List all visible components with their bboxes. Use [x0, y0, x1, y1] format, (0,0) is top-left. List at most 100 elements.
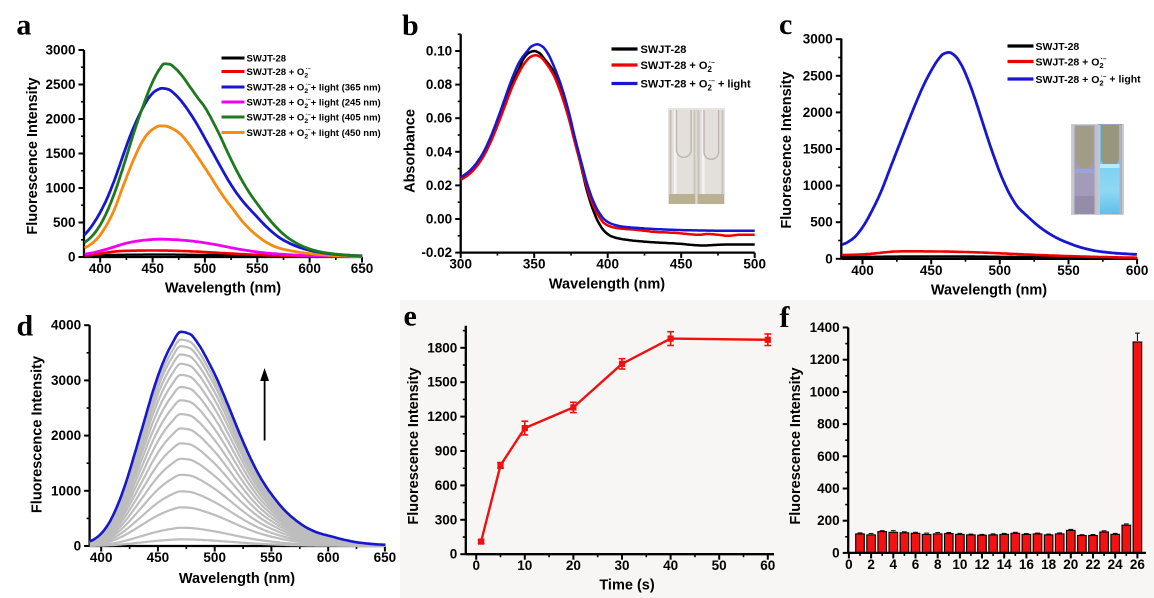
svg-text:2500: 2500: [45, 77, 75, 92]
svg-text:450: 450: [147, 550, 170, 565]
svg-text:Wavelength (nm): Wavelength (nm): [549, 277, 665, 293]
svg-text:500: 500: [810, 215, 833, 230]
svg-text:0.10: 0.10: [426, 44, 452, 59]
svg-text:1200: 1200: [810, 352, 840, 367]
svg-text:40: 40: [663, 558, 678, 573]
svg-text:600: 600: [435, 478, 458, 493]
svg-text:600: 600: [1126, 263, 1149, 278]
svg-text:1500: 1500: [427, 375, 457, 390]
svg-text:3000: 3000: [45, 43, 75, 58]
svg-text:0: 0: [74, 539, 82, 554]
svg-text:0.08: 0.08: [426, 77, 453, 92]
svg-text:450: 450: [141, 261, 164, 276]
svg-text:0.06: 0.06: [426, 111, 453, 126]
svg-text:SWJT-28 + O2·–+ light (365 nm): SWJT-28 + O2·–+ light (365 nm): [247, 82, 381, 95]
svg-text:3000: 3000: [51, 373, 81, 388]
svg-text:d: d: [17, 310, 34, 343]
svg-text:Absorbance: Absorbance: [403, 109, 419, 193]
svg-text:4000: 4000: [51, 318, 81, 333]
svg-text:f: f: [780, 301, 791, 334]
svg-text:650: 650: [374, 550, 397, 565]
svg-text:400: 400: [89, 261, 112, 276]
svg-text:20: 20: [1063, 557, 1078, 572]
svg-text:SWJT-28 + O2·–: SWJT-28 + O2·–: [247, 67, 312, 80]
svg-text:600: 600: [317, 550, 340, 565]
svg-text:Fluorescence Intensity: Fluorescence Intensity: [25, 77, 41, 234]
svg-text:1400: 1400: [810, 320, 840, 335]
svg-text:Wavelength (nm): Wavelength (nm): [179, 571, 295, 587]
svg-text:1800: 1800: [427, 340, 457, 355]
svg-text:Fluorescence Intensity: Fluorescence Intensity: [788, 367, 804, 524]
svg-text:0.02: 0.02: [426, 178, 452, 193]
svg-text:450: 450: [670, 257, 693, 272]
svg-text:0: 0: [825, 251, 833, 266]
svg-text:0: 0: [845, 557, 853, 572]
svg-text:3000: 3000: [803, 32, 833, 47]
svg-text:1000: 1000: [45, 181, 75, 196]
svg-text:16: 16: [1019, 557, 1035, 572]
svg-text:1200: 1200: [427, 409, 457, 424]
svg-text:Wavelength (nm): Wavelength (nm): [165, 281, 281, 297]
svg-text:-0.02: -0.02: [421, 245, 452, 260]
svg-text:SWJT-28 + O2·– + light: SWJT-28 + O2·– + light: [641, 77, 751, 92]
svg-text:22: 22: [1085, 557, 1100, 572]
svg-text:200: 200: [817, 513, 840, 528]
svg-text:550: 550: [246, 261, 269, 276]
svg-text:b: b: [402, 9, 419, 42]
svg-text:10: 10: [952, 557, 967, 572]
svg-text:1500: 1500: [803, 142, 833, 157]
svg-text:500: 500: [203, 550, 226, 565]
svg-text:6: 6: [912, 557, 920, 572]
svg-text:400: 400: [851, 263, 874, 278]
svg-text:350: 350: [523, 257, 546, 272]
svg-text:Fluorescence Intensity: Fluorescence Intensity: [406, 367, 422, 524]
svg-text:1500: 1500: [45, 146, 75, 161]
svg-text:Time (s): Time (s): [599, 578, 655, 594]
svg-text:450: 450: [920, 263, 943, 278]
svg-text:c: c: [779, 8, 792, 41]
svg-text:60: 60: [760, 558, 775, 573]
svg-text:600: 600: [298, 261, 321, 276]
svg-text:20: 20: [566, 558, 581, 573]
svg-text:550: 550: [260, 550, 283, 565]
svg-text:300: 300: [449, 257, 472, 272]
svg-text:10: 10: [517, 558, 532, 573]
svg-text:0: 0: [832, 545, 840, 560]
svg-text:550: 550: [1057, 263, 1080, 278]
svg-text:500: 500: [53, 215, 76, 230]
svg-text:Fluorescence Intensity: Fluorescence Intensity: [779, 71, 795, 228]
svg-text:900: 900: [435, 444, 458, 459]
svg-text:2000: 2000: [45, 112, 75, 127]
svg-text:12: 12: [974, 557, 989, 572]
svg-text:800: 800: [817, 417, 840, 432]
svg-text:Wavelength (nm): Wavelength (nm): [931, 283, 1047, 299]
svg-text:600: 600: [817, 449, 840, 464]
svg-text:2000: 2000: [51, 428, 81, 443]
svg-text:SWJT-28 + O2·–: SWJT-28 + O2·–: [1036, 55, 1107, 70]
svg-text:50: 50: [712, 558, 727, 573]
svg-text:Fluorescence Intensity: Fluorescence Intensity: [30, 356, 46, 513]
svg-text:26: 26: [1130, 557, 1146, 572]
svg-text:500: 500: [989, 263, 1012, 278]
svg-text:0.00: 0.00: [426, 212, 452, 227]
svg-text:0: 0: [68, 250, 76, 265]
svg-text:1000: 1000: [51, 483, 81, 498]
svg-text:24: 24: [1108, 557, 1124, 572]
svg-text:SWJT-28 + O2·–+ light (450 nm): SWJT-28 + O2·–+ light (450 nm): [247, 128, 381, 141]
svg-text:e: e: [404, 300, 417, 333]
svg-text:1000: 1000: [810, 384, 840, 399]
svg-text:500: 500: [743, 257, 766, 272]
svg-text:500: 500: [194, 261, 217, 276]
svg-text:650: 650: [351, 261, 374, 276]
svg-text:2000: 2000: [803, 105, 833, 120]
svg-text:SWJT-28 + O2·–+ light (405 nm): SWJT-28 + O2·–+ light (405 nm): [247, 112, 381, 125]
svg-text:0: 0: [450, 547, 458, 562]
svg-text:14: 14: [997, 557, 1013, 572]
svg-text:SWJT-28: SWJT-28: [641, 44, 687, 56]
svg-text:SWJT-28 + O2·–+ light (245 nm): SWJT-28 + O2·–+ light (245 nm): [247, 97, 381, 110]
svg-text:SWJT-28: SWJT-28: [247, 53, 287, 64]
svg-text:SWJT-28: SWJT-28: [1036, 41, 1080, 53]
svg-text:SWJT-28 + O2·–: SWJT-28 + O2·–: [641, 59, 716, 74]
svg-text:SWJT-28 + O2·– + light: SWJT-28 + O2·– + light: [1036, 73, 1142, 88]
svg-text:400: 400: [817, 481, 840, 496]
